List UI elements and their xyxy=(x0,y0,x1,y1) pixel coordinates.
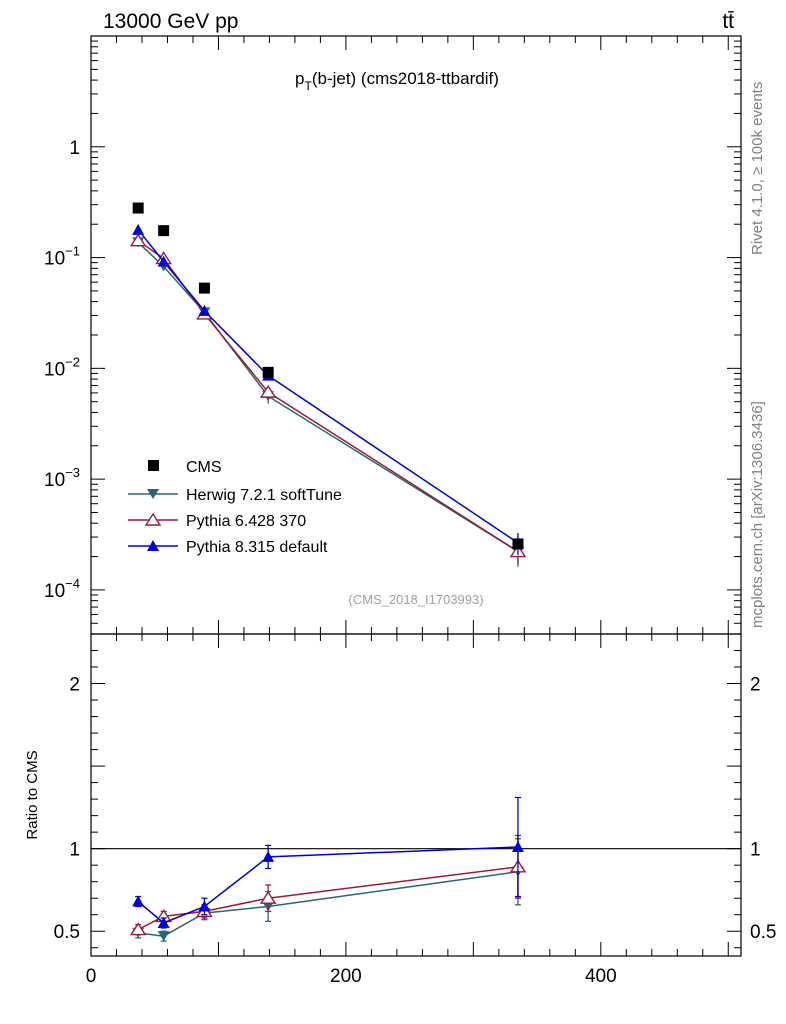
data-point-cms xyxy=(198,282,210,294)
data-point-pythia8 xyxy=(157,255,170,267)
legend-item-pythia6: Pythia 6.428 370 xyxy=(128,512,306,530)
ratio-point-pythia6 xyxy=(129,922,147,936)
ratio-point-pythia8 xyxy=(511,841,524,853)
rivet-version-label: Rivet 4.1.0, ≥ 100k events xyxy=(749,82,766,255)
ratio-y-tick-label-left: 2 xyxy=(69,675,80,696)
data-point-pythia6 xyxy=(259,384,277,398)
ratio-axes: 0.5 0.5 1 1 2 2 0 200 400 xyxy=(54,633,776,987)
ratio-point-pythia8 xyxy=(132,895,145,907)
ratio-point-pythia8 xyxy=(157,916,170,928)
process-label: tt̄ xyxy=(722,10,734,33)
legend-marker-pythia6 xyxy=(144,512,162,526)
analysis-id-label: (CMS_2018_I1703993) xyxy=(348,592,483,607)
legend-item-herwig: Herwig 7.2.1 softTune xyxy=(128,487,342,504)
y-tick-label: 1 xyxy=(69,138,80,159)
data-point-cms xyxy=(262,366,274,378)
legend-label-herwig: Herwig 7.2.1 softTune xyxy=(186,487,342,504)
legend-label-cms: CMS xyxy=(186,459,222,476)
ratio-series-group xyxy=(129,796,527,942)
data-point-pythia8 xyxy=(132,223,145,235)
legend-item-cms: CMS xyxy=(148,459,222,476)
series-cms xyxy=(132,202,524,550)
ratio-point-pythia8 xyxy=(262,850,275,862)
y-tick-label: 10−1 xyxy=(44,244,80,270)
series-pythia8 xyxy=(132,223,524,556)
ratio-line-pythia8 xyxy=(137,846,518,924)
ratio-y-tick-label-right: 0.5 xyxy=(750,922,776,943)
ratio-series-pythia6 xyxy=(129,834,527,936)
ratio-point-pythia6 xyxy=(259,890,277,904)
legend-marker-herwig xyxy=(147,489,159,499)
ratio-ylabel: Ratio to CMS xyxy=(24,750,41,839)
data-point-pythia8 xyxy=(198,304,211,316)
ratio-y-tick-label-left: 0.5 xyxy=(54,922,80,943)
legend-label-pythia6: Pythia 6.428 370 xyxy=(186,513,306,530)
y-tick-label: 10−3 xyxy=(44,465,80,491)
ratio-point-pythia8 xyxy=(198,900,211,912)
x-tick-label: 400 xyxy=(585,966,617,987)
legend-item-pythia8: Pythia 8.315 default xyxy=(128,539,328,556)
data-point-cms xyxy=(512,538,524,550)
energy-label: 13000 GeV pp xyxy=(103,10,238,33)
legend: CMS Herwig 7.2.1 softTune Pythia 6.428 3… xyxy=(128,459,342,556)
data-point-pythia6 xyxy=(129,233,147,247)
legend-marker-cms xyxy=(148,460,159,471)
x-tick-label: 0 xyxy=(86,966,97,987)
x-tick-label: 200 xyxy=(330,966,362,987)
ratio-y-tick-label-right: 1 xyxy=(750,840,761,861)
ratio-series-pythia8 xyxy=(132,796,524,929)
main-series-group xyxy=(129,202,527,567)
y-tick-label: 10−2 xyxy=(44,354,80,380)
ratio-point-herwig xyxy=(157,931,170,942)
ratio-line-herwig xyxy=(138,871,519,937)
ratio-y-tick-label-right: 2 xyxy=(750,675,761,696)
mcplots-label: mcplots.cern.ch [arXiv:1306.3436] xyxy=(749,401,766,628)
data-point-cms xyxy=(158,225,170,237)
main-title: pT(b-jet) (cms2018-ttbardif) xyxy=(295,69,499,93)
legend-marker-pythia8 xyxy=(147,540,159,551)
ratio-y-tick-label-left: 1 xyxy=(69,840,80,861)
legend-label-pythia8: Pythia 8.315 default xyxy=(186,539,328,556)
ratio-panel-frame xyxy=(90,633,742,957)
data-point-cms xyxy=(132,202,144,214)
main-axes: 1 10−1 10−2 10−3 10−4 xyxy=(44,35,741,635)
y-tick-label: 10−4 xyxy=(44,576,80,602)
